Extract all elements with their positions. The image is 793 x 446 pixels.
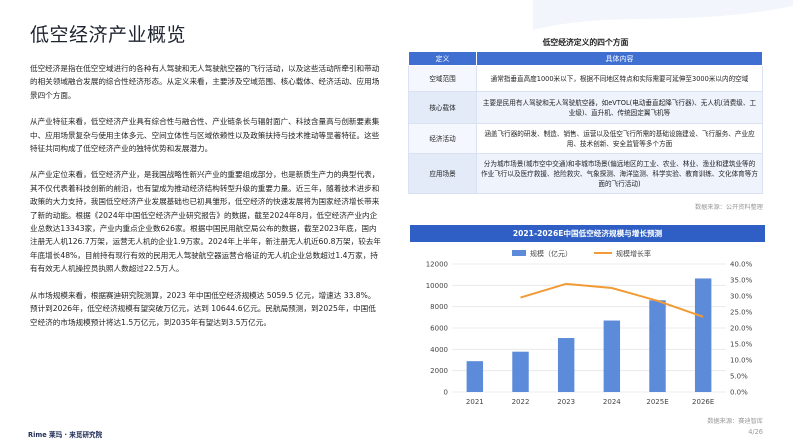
x-tick-label: 2026E: [692, 398, 714, 406]
growth-rate-line: [520, 282, 704, 318]
x-tick-label: 2021: [466, 398, 484, 406]
y-right-tick-label: 5.0%: [730, 373, 748, 381]
table-row: 核心载体 主要是民用有人驾驶和无人驾驶航空器，如eVTOL(电动垂直起降飞行器)…: [408, 91, 763, 124]
bar-mark: [694, 278, 712, 392]
y-right-tick-label: 40.0%: [730, 261, 753, 269]
x-tick-label: 2023: [557, 398, 575, 406]
y-left-tick-label: 2000: [430, 367, 448, 375]
page-number: 4/26: [748, 428, 763, 436]
paragraph-positioning: 从产业定位来看，低空经济产业，是我国战略性新兴产业的重要组成部分，也是新质生产力…: [30, 170, 382, 274]
table-row: 空域范围 通常指垂直高度1000米以下，根据不同地区特点和实际需要可延伸至300…: [408, 65, 763, 92]
table-cell-key: 经济活动: [408, 123, 477, 154]
bar-mark: [466, 361, 484, 392]
y-left-tick-label: 12000: [426, 261, 448, 269]
legend-swatch-bar: [512, 250, 526, 256]
x-tick-label: 2024: [603, 398, 621, 406]
y-right-tick-label: 30.0%: [730, 293, 753, 301]
y-right-tick-label: 25.0%: [730, 309, 753, 317]
header-wave-decoration: [533, 0, 793, 30]
body-text: 低空经济是指在低空空域进行的各种有人驾驶和无人驾驶航空器的飞行活动，以及这些活动…: [30, 62, 382, 342]
y-left-tick-label: 10000: [426, 282, 448, 290]
market-size-chart: 0 2000 4000 6000 8000 10000 12000 0.0% 5.0% 10.0%…: [426, 249, 753, 406]
legend-label-bar: 规模（亿元）: [530, 249, 572, 258]
definition-table-title: 低空经济定义的四个方面: [542, 38, 629, 47]
table-cell-value: 主要是民用有人驾驶和无人驾驶航空器，如eVTOL(电动垂直起降飞行器)、无人机(…: [476, 91, 763, 124]
y-right-tick-label: 20.0%: [730, 325, 753, 333]
paragraph-market-size: 从市场规模来看，根据赛迪研究院测算，2023 年中国低空经济规模达 5059.5…: [30, 290, 376, 327]
table-row: 应用场景 分为城市场景(城市空中交通)和非城市场景(偏远地区的工业、农业、林业、…: [408, 153, 763, 194]
table-header-definition: 定义: [408, 51, 477, 66]
table-cell-key: 应用场景: [408, 153, 477, 194]
footer-logo: Rime 莱玛 · 来觅研究院: [28, 431, 103, 439]
legend-label-line: 规模增长率: [616, 249, 651, 258]
table-row: 经济活动 涵盖飞行器的研发、制造、销售、运营以及低空飞行所需的基础设施建设、飞行…: [408, 123, 763, 154]
y-right-tick-label: 10.0%: [730, 357, 753, 365]
table-header-content: 具体内容: [476, 51, 763, 66]
paragraph-features: 从产业特征来看，低空经济产业具有综合性与融合性、产业链条长与辐射面广、科技含量高…: [30, 117, 380, 154]
y-left-tick-label: 8000: [430, 303, 448, 311]
y-right-tick-label: 0.0%: [730, 389, 748, 397]
table-source: 数据来源：公开资料整理: [694, 204, 763, 211]
table-cell-value: 分为城市场景(城市空中交通)和非城市场景(偏远地区的工业、农业、林业、渔业和建筑…: [476, 153, 763, 194]
chart-source: 数据来源：赛迪智库: [707, 418, 763, 425]
x-tick-label: 2022: [512, 398, 530, 406]
bar-mark: [557, 338, 575, 392]
y-left-tick-label: 4000: [430, 346, 448, 354]
paragraph-definition: 低空经济是指在低空空域进行的各种有人驾驶和无人驾驶航空器的飞行活动，以及这些活动…: [30, 64, 380, 100]
definition-table: 定义 具体内容 空域范围 通常指垂直高度1000米以下，根据不同地区特点和实际需…: [408, 51, 763, 194]
y-left-tick-label: 6000: [430, 325, 448, 333]
table-cell-value: 涵盖飞行器的研发、制造、销售、运营以及低空飞行所需的基础设施建设、飞行服务、产业…: [476, 123, 763, 154]
y-right-tick-label: 15.0%: [730, 341, 753, 349]
table-cell-key: 核心载体: [408, 91, 477, 124]
bar-mark: [603, 320, 621, 392]
bar-mark: [649, 300, 666, 392]
page-title: 低空经济产业概览: [30, 24, 187, 46]
chart-title: 2021-2026E中国低空经济规模与增长预测: [410, 225, 765, 242]
x-tick-label: 2025E: [646, 398, 668, 406]
bar-mark: [512, 351, 529, 392]
y-left-tick-label: 0: [444, 389, 448, 397]
table-cell-value: 通常指垂直高度1000米以下，根据不同地区特点和实际需要可延伸至3000米以内的…: [476, 65, 763, 92]
y-right-tick-label: 35.0%: [730, 277, 753, 285]
table-cell-key: 空域范围: [408, 65, 477, 92]
